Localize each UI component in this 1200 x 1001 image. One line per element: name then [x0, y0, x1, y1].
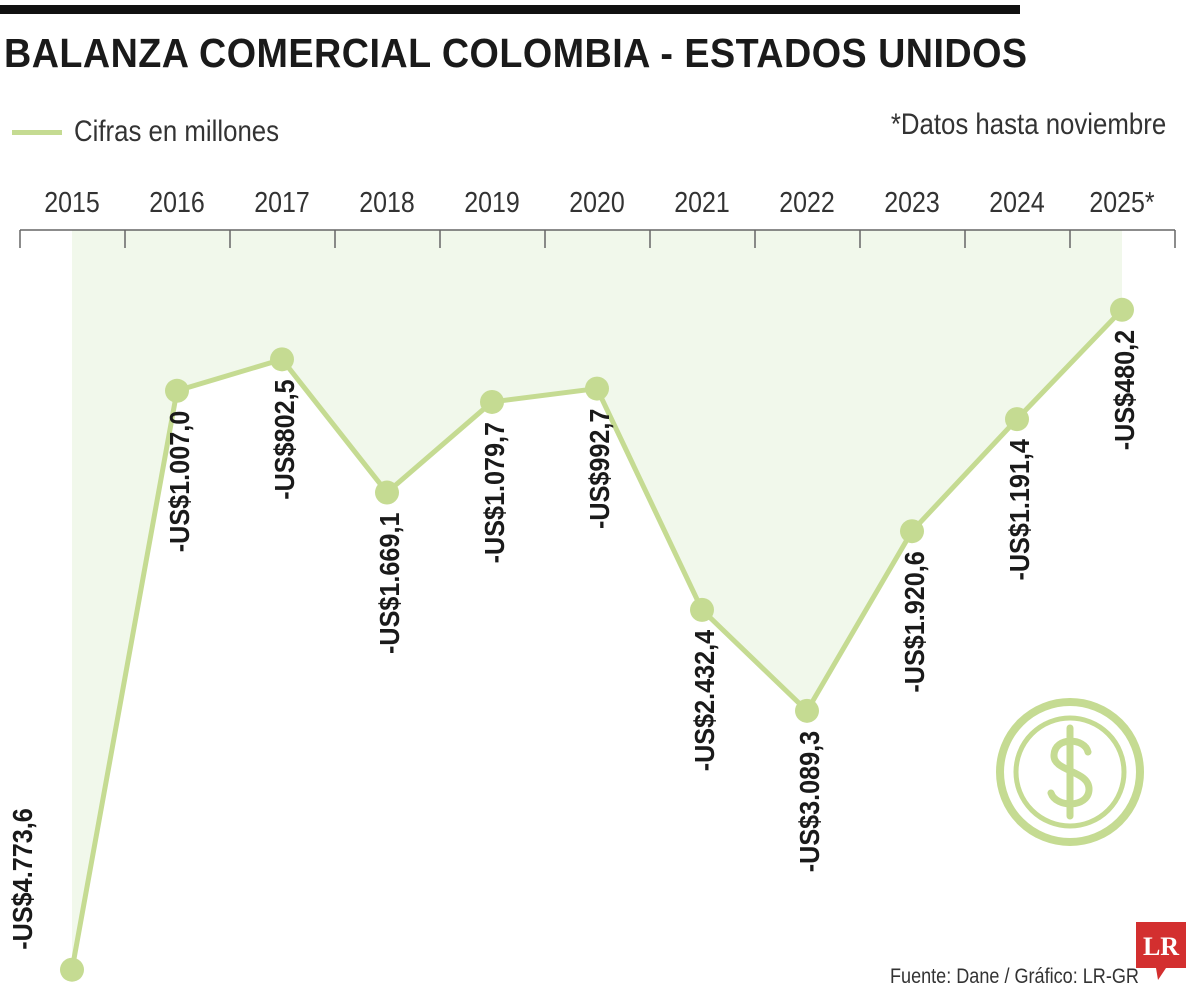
lr-logo-text: LR	[1143, 932, 1179, 961]
legend-line-swatch	[12, 129, 62, 135]
chart-title: BALANZA COMERCIAL COLOMBIA - ESTADOS UNI…	[4, 30, 1028, 76]
x-tick-label: 2020	[569, 186, 624, 218]
x-tick-label: 2017	[254, 186, 309, 218]
legend: Cifras en millones	[12, 112, 312, 152]
data-point	[270, 347, 294, 372]
data-label: -US$1.007,0	[164, 411, 196, 552]
data-label: -US$480,2	[1109, 330, 1141, 450]
data-point	[690, 597, 714, 622]
x-tick-label: 2018	[359, 186, 414, 218]
data-label: -US$4.773,6	[7, 808, 39, 949]
x-tick-label: 2021	[674, 186, 729, 218]
data-label: -US$1.669,1	[374, 512, 406, 654]
x-tick-label: 2025*	[1089, 186, 1155, 218]
data-point	[480, 389, 504, 414]
x-tick-label: 2022	[779, 186, 834, 218]
data-label: -US$1.191,4	[1004, 439, 1036, 581]
top-rule	[0, 5, 1020, 14]
data-point	[900, 519, 924, 544]
data-point	[375, 480, 399, 505]
data-label: -US$1.920,6	[899, 551, 931, 692]
source-credit: Fuente: Dane / Gráfico: LR-GR	[890, 965, 1139, 988]
area-fill	[72, 230, 1122, 970]
data-label: -US$1.079,7	[479, 422, 511, 563]
x-tick-label: 2023	[884, 186, 939, 218]
data-label: -US$3.089,3	[794, 731, 826, 872]
x-tick-label: 2015	[44, 186, 99, 218]
data-label: -US$2.432,4	[689, 630, 721, 772]
data-point	[1110, 297, 1134, 322]
x-tick-label: 2016	[149, 186, 204, 218]
data-label: -US$992,7	[584, 409, 616, 529]
x-tick-label: 2024	[989, 186, 1044, 218]
data-label: -US$802,5	[269, 379, 301, 500]
data-point	[165, 378, 189, 403]
data-point	[60, 957, 84, 982]
lr-logo: LR	[1136, 922, 1186, 980]
data-point	[1005, 407, 1029, 432]
data-point	[795, 698, 819, 723]
dollar-circle-icon	[996, 698, 1144, 846]
data-note: *Datos hasta noviembre	[890, 108, 1166, 141]
legend-label: Cifras en millones	[74, 115, 280, 148]
x-tick-label: 2019	[464, 186, 519, 218]
data-point	[585, 376, 609, 401]
